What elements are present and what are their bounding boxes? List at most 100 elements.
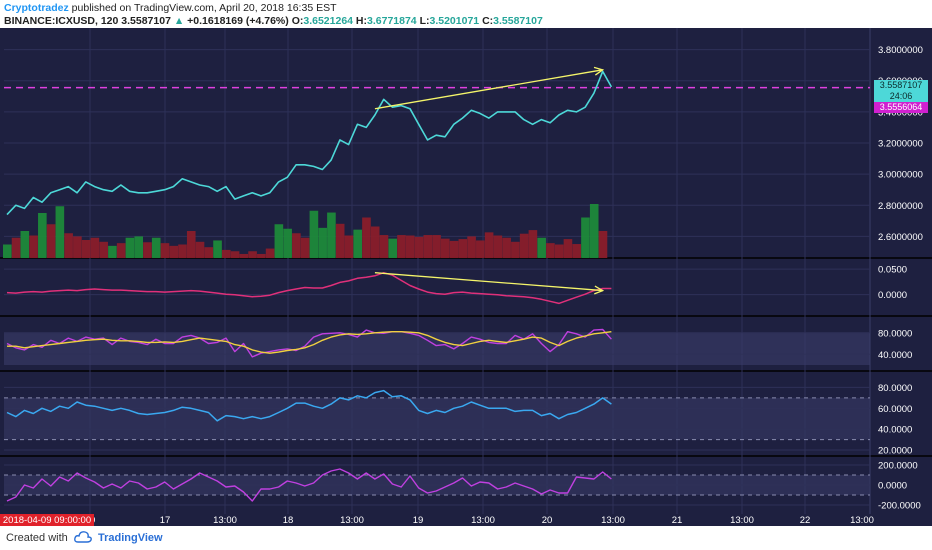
volume-bar [116, 243, 126, 258]
volume-bar [318, 227, 327, 258]
volume-bar [344, 235, 354, 258]
volume-bar [511, 241, 520, 258]
x-tick-label: 20 [542, 515, 553, 526]
stochastic-band [4, 332, 870, 365]
y-tick-label: 60.0000 [878, 404, 912, 415]
volume-bar [519, 233, 529, 258]
y-tick-label: 40.0000 [878, 425, 912, 436]
volume-bar [257, 253, 266, 258]
symbol-label[interactable]: BINANCE:ICXUSD, 120 [4, 15, 119, 27]
volume-bar [108, 245, 117, 258]
publish-line: Cryptotradez published on TradingView.co… [4, 2, 337, 14]
chart-header: Cryptotradez published on TradingView.co… [0, 0, 932, 28]
volume-bar [222, 249, 231, 258]
volume-bar [195, 241, 205, 258]
volume-bar [449, 240, 459, 258]
y-tick-label: 3.2000000 [878, 139, 923, 150]
volume-bar [598, 231, 608, 258]
volume-bar [476, 240, 485, 258]
volume-bar [414, 236, 424, 258]
volume-bar [554, 244, 564, 258]
volume-bar [335, 223, 345, 258]
divergence-arrow-oscillator-head [594, 285, 605, 295]
y-tick-label: 0.0500 [878, 265, 907, 276]
volume-bar [379, 235, 389, 258]
x-tick-label: 22 [800, 515, 811, 526]
x-tick-label: 13:00 [213, 515, 237, 526]
low-value: 3.5201071 [429, 15, 480, 27]
volume-bar [484, 232, 494, 258]
volume-bar [458, 239, 468, 258]
volume-bar [151, 237, 161, 258]
y-tick-label: 40.0000 [878, 350, 912, 361]
volume-bar [388, 238, 398, 258]
crosshair-time-label: 2018-04-09 09:00:00 [3, 515, 91, 526]
volume-bar [581, 217, 590, 258]
volume-bar [3, 244, 12, 258]
volume-bar [528, 230, 538, 258]
volume-bar [134, 236, 143, 258]
volume-bar [493, 235, 503, 258]
volume-bar [309, 210, 319, 258]
countdown-tag: 24:06 [874, 91, 928, 102]
volume-bar [169, 245, 179, 258]
volume-bar [327, 212, 336, 258]
volume-bar [405, 235, 415, 258]
volume-bar [423, 235, 433, 258]
footer: Created with TradingView [0, 526, 932, 550]
volume-bar [90, 237, 100, 258]
published-text: published on TradingView.com, April 20, … [68, 2, 337, 14]
volume-bar [589, 204, 599, 258]
volume-bar [283, 228, 292, 258]
cci-line [6, 468, 612, 502]
volume-bar [467, 236, 476, 258]
open-label: O: [291, 15, 304, 27]
high-value: 3.6771874 [367, 15, 417, 27]
y-tick-label: 2.8000000 [878, 201, 923, 212]
volume-bar [99, 241, 108, 258]
time-axis-bg [0, 514, 932, 526]
y-tick-label: 2.6000000 [878, 232, 923, 243]
open-value: 3.6521264 [303, 15, 353, 27]
oscillator-line [6, 271, 612, 305]
x-tick-label: 19 [413, 515, 424, 526]
volume-bar [73, 236, 82, 258]
volume-bar [186, 231, 196, 258]
volume-bar [265, 248, 275, 258]
chart-canvas[interactable]: 3.80000003.60000003.40000003.20000003.00… [0, 28, 932, 526]
close-label: C: [482, 15, 494, 27]
x-tick-label: 13:00 [601, 515, 625, 526]
x-tick-label: 18 [283, 515, 294, 526]
chart-area[interactable]: 3.80000003.60000003.40000003.20000003.00… [0, 28, 932, 526]
volume-bar [362, 217, 371, 258]
volume-bar [29, 235, 38, 258]
x-tick-label: 13:00 [340, 515, 364, 526]
volume-bar [300, 237, 310, 258]
volume-bar [64, 233, 73, 258]
last-price: 3.5587107 [121, 15, 171, 27]
crosshair-time-tag [0, 514, 94, 526]
volume-bar [125, 237, 135, 258]
volume-bar [55, 206, 65, 258]
volume-bar [38, 213, 47, 258]
y-tick-label: 80.0000 [878, 383, 912, 394]
y-tick-label: 80.0000 [878, 328, 912, 339]
volume-bar [20, 231, 30, 258]
x-tick-label: 13:00 [471, 515, 495, 526]
rsi-line [6, 389, 612, 422]
up-triangle-icon: ▲ [173, 15, 185, 27]
volume-bar [432, 235, 441, 258]
tradingview-brand[interactable]: TradingView [98, 532, 163, 544]
y-tick-label: 3.8000000 [878, 45, 923, 56]
author-link[interactable]: Cryptotradez [4, 2, 69, 14]
divergence-arrow-price [374, 69, 603, 110]
stochastic-d-line [7, 331, 612, 354]
volume-bar [441, 238, 450, 258]
price-change: +0.1618169 (+4.76%) [187, 15, 289, 27]
volume-bar [248, 251, 257, 258]
volume-bar [178, 244, 187, 258]
volume-bar [274, 224, 284, 258]
volume-bar [563, 239, 573, 258]
x-tick-label: 21 [672, 515, 683, 526]
rsi-band [4, 397, 870, 440]
